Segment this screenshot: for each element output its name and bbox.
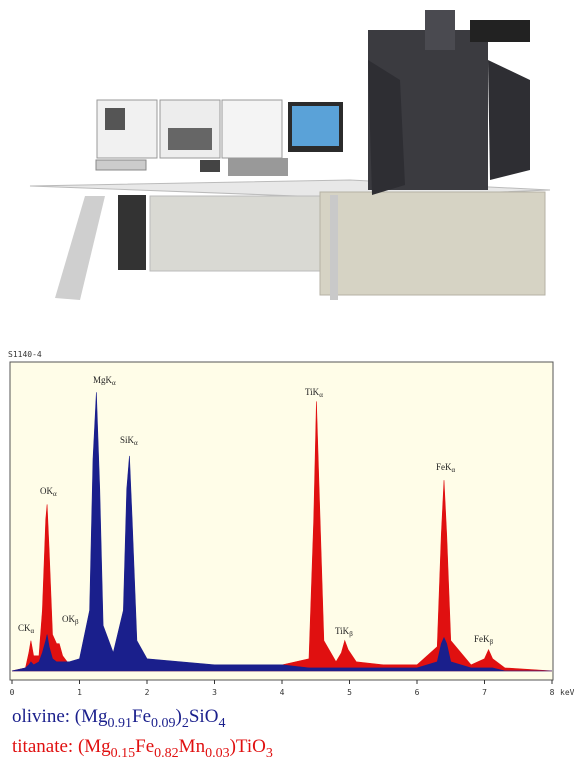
peak-label: FeKβ bbox=[474, 634, 494, 646]
peak-label: CKα bbox=[18, 623, 35, 635]
legend-name: olivine bbox=[12, 706, 65, 727]
legend-formula: 0.03 bbox=[205, 746, 230, 761]
legend-formula: )TiO bbox=[230, 736, 266, 757]
legend-formula: : (Mg bbox=[65, 706, 108, 727]
legend-entry: olivine: (Mg0.91Fe0.09)2SiO4 bbox=[12, 706, 225, 731]
legend-formula: 0.09 bbox=[151, 716, 176, 731]
peak-label-text: OK bbox=[62, 614, 75, 624]
peak-label-sub: α bbox=[112, 379, 116, 387]
x-axis-label: keV bbox=[560, 688, 574, 697]
x-tick-label: 0 bbox=[10, 688, 15, 697]
peak-label-sub: β bbox=[349, 630, 353, 638]
spectrum-area bbox=[11, 392, 552, 672]
legend-formula: ) bbox=[176, 706, 182, 727]
peak-label-text: TiK bbox=[305, 387, 320, 397]
x-tick-label: 1 bbox=[77, 688, 82, 697]
x-tick-label: 6 bbox=[415, 688, 420, 697]
x-tick-label: 4 bbox=[280, 688, 285, 697]
legend-formula: 0.15 bbox=[111, 746, 136, 761]
peak-label-sub: α bbox=[31, 627, 35, 635]
peak-label-text: SiK bbox=[120, 435, 135, 445]
peak-label: MgKα bbox=[93, 375, 116, 387]
peak-label-text: FeK bbox=[436, 462, 452, 472]
legend-formula: Mn bbox=[179, 736, 206, 757]
peak-label-sub: α bbox=[452, 466, 456, 474]
legend-formula: : (Mg bbox=[68, 736, 111, 757]
peak-label-sub: α bbox=[319, 391, 323, 399]
legend-formula: 4 bbox=[218, 716, 225, 731]
legend-formula: 2 bbox=[182, 716, 189, 731]
peak-label: TiKα bbox=[305, 387, 323, 399]
peak-label-text: MgK bbox=[93, 375, 113, 385]
legend-formula: SiO bbox=[189, 706, 219, 727]
peak-label: OKβ bbox=[62, 614, 79, 626]
instrument-photo bbox=[29, 10, 551, 300]
peak-label: FeKα bbox=[436, 462, 456, 474]
legend-formula: 3 bbox=[266, 746, 273, 761]
legend-name: titanate bbox=[12, 736, 68, 757]
legend-formula: Fe bbox=[132, 706, 151, 727]
peak-label: SiKα bbox=[120, 435, 138, 447]
x-tick-label: 7 bbox=[482, 688, 487, 697]
peak-label-text: CK bbox=[18, 623, 31, 633]
x-tick-label: 8 bbox=[550, 688, 555, 697]
x-tick-label: 5 bbox=[347, 688, 352, 697]
legend-formula: 0.91 bbox=[108, 716, 133, 731]
peak-label-sub: β bbox=[75, 618, 79, 626]
legend-formula: 0.82 bbox=[154, 746, 179, 761]
x-tick-label: 3 bbox=[212, 688, 217, 697]
x-tick-label: 2 bbox=[145, 688, 150, 697]
peak-label-text: FeK bbox=[474, 634, 490, 644]
peak-label-sub: α bbox=[53, 490, 57, 498]
peak-label-text: TiK bbox=[335, 626, 350, 636]
peak-label: OKα bbox=[40, 486, 57, 498]
peak-label-sub: β bbox=[490, 638, 494, 646]
legend-formula: Fe bbox=[135, 736, 154, 757]
legend-entry: titanate: (Mg0.15Fe0.82Mn0.03)TiO3 bbox=[12, 736, 273, 761]
peak-label: TiKβ bbox=[335, 626, 353, 638]
chart-title: S1140-4 bbox=[8, 350, 42, 359]
peak-label-sub: α bbox=[134, 439, 138, 447]
peak-label-text: OK bbox=[40, 486, 53, 496]
